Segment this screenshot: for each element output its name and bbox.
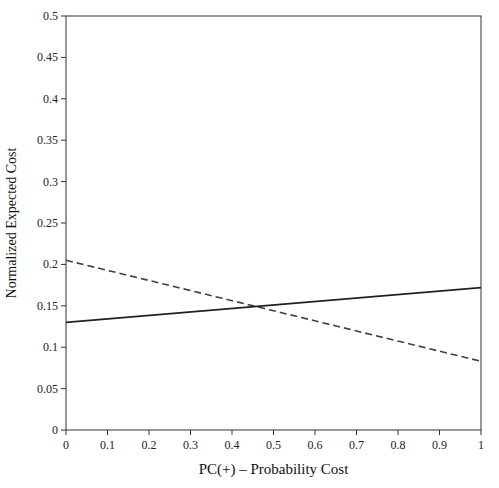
plot-area <box>66 260 481 361</box>
x-tick <box>398 430 399 435</box>
x-tick <box>273 430 274 435</box>
x-tick <box>481 430 482 435</box>
y-tick-label: 0.3 <box>43 175 58 189</box>
plot-frame <box>66 16 481 430</box>
x-tick-label: 0.6 <box>308 438 323 452</box>
x-tick-label: 0.8 <box>391 438 406 452</box>
y-tick-label: 0.5 <box>43 9 58 23</box>
x-tick-label: 0.9 <box>432 438 447 452</box>
x-tick <box>190 430 191 435</box>
y-tick-label: 0.1 <box>43 340 58 354</box>
x-tick-label: 0.1 <box>100 438 115 452</box>
y-tick-label: 0 <box>52 423 58 437</box>
x-axis-label: PC(+) – Probability Cost <box>199 461 350 478</box>
x-tick <box>149 430 150 435</box>
y-tick <box>61 98 66 99</box>
y-tick <box>61 57 66 58</box>
y-tick-label: 0.25 <box>37 216 58 230</box>
y-tick-label: 0.45 <box>37 50 58 64</box>
y-tick <box>61 181 66 182</box>
y-tick <box>61 430 66 431</box>
x-tick <box>107 430 108 435</box>
y-tick-label: 0.4 <box>43 92 58 106</box>
y-tick <box>61 305 66 306</box>
line <box>66 260 481 361</box>
y-tick <box>61 16 66 17</box>
x-tick-label: 0.3 <box>183 438 198 452</box>
x-tick <box>66 430 67 435</box>
x-tick <box>315 430 316 435</box>
y-tick-label: 0.05 <box>37 382 58 396</box>
x-tick-label: 1 <box>478 438 484 452</box>
x-tick <box>232 430 233 435</box>
y-axis: 0 0.05 0.1 0.15 0.2 0.25 0.3 0.35 0.4 0.45 0.5 <box>37 9 66 437</box>
y-tick <box>61 140 66 141</box>
x-tick-label: 0.7 <box>349 438 364 452</box>
y-axis-label: Normalized Expected Cost <box>4 147 19 298</box>
line <box>66 288 481 323</box>
x-tick-label: 0.5 <box>266 438 281 452</box>
x-tick <box>439 430 440 435</box>
y-tick <box>61 388 66 389</box>
y-tick <box>61 347 66 348</box>
y-tick-label: 0.2 <box>43 257 58 271</box>
y-tick <box>61 223 66 224</box>
x-tick <box>356 430 357 435</box>
x-tick-label: 0.2 <box>142 438 157 452</box>
x-tick-label: 0.4 <box>225 438 240 452</box>
y-tick <box>61 264 66 265</box>
chart: 0 0.1 0.2 0.3 0.4 0.5 0.6 0.7 0.8 0.9 1 0 0.05 0.1 0.1… <box>0 0 499 488</box>
x-axis: 0 0.1 0.2 0.3 0.4 0.5 0.6 0.7 0.8 0.9 1 <box>63 430 484 452</box>
x-tick-label: 0 <box>63 438 69 452</box>
y-tick-label: 0.35 <box>37 133 58 147</box>
y-tick-label: 0.15 <box>37 299 58 313</box>
